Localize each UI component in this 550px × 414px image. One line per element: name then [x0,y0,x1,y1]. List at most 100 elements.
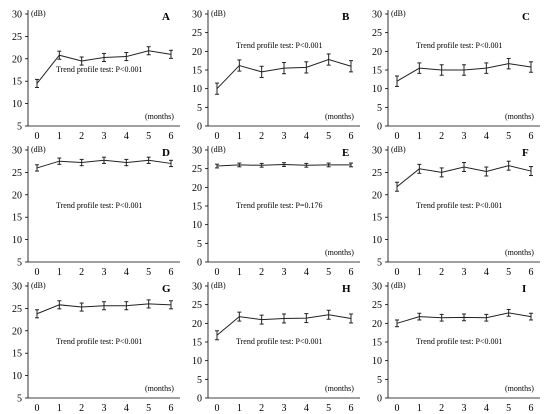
data-point [169,300,173,310]
data-point [169,159,173,168]
x-tick-label: 0 [395,131,400,142]
data-point [146,299,151,309]
data-point [215,82,219,95]
y-tick-label: 20 [192,183,202,194]
y-tick-label: 0 [197,394,202,405]
y-tick-label: 10 [372,356,382,367]
x-tick-label: 4 [484,403,489,414]
x-tick-label: 5 [326,131,331,142]
x-tick-label: 1 [237,267,242,278]
data-point [35,309,39,319]
x-tick-label: 0 [35,131,40,142]
y-tick-label: 20 [12,326,22,337]
x-tick-label: 1 [417,403,422,414]
x-tick-label: 6 [169,131,174,142]
y-tick-label: 5 [17,394,22,405]
data-point [282,162,286,167]
y-tick-label: 10 [372,84,382,95]
y-tick-label: 10 [12,371,22,382]
data-point [169,49,173,59]
panel-label: E [342,147,349,159]
x-tick-label: 1 [237,403,242,414]
data-point [146,46,151,56]
data-point [215,163,219,169]
data-point [146,156,151,164]
data-point [282,313,286,324]
data-point [417,62,422,74]
data-point [326,309,331,320]
y-tick-label: 5 [197,103,202,114]
data-point [304,61,309,74]
unit-label: (dB) [211,281,226,290]
y-tick-label: 15 [192,202,202,213]
x-tick-label: 3 [462,267,467,278]
panel-label: F [522,147,529,159]
panel-label: I [522,283,526,295]
data-point [484,166,489,177]
data-point [304,162,309,168]
unit-label: (dB) [391,9,406,18]
x-tick-label: 4 [304,267,309,278]
x-axis-label: (months) [505,384,534,393]
y-tick-label: 25 [372,168,382,179]
x-tick-label: 2 [259,131,264,142]
unit-label: (dB) [391,145,406,154]
x-tick-label: 6 [169,403,174,414]
y-tick-label: 5 [377,258,382,269]
data-point [259,162,264,168]
x-axis-label: (months) [505,112,534,121]
x-tick-label: 4 [124,131,129,142]
data-point [462,64,466,76]
y-tick-label: 10 [12,235,22,246]
unit-label: (dB) [211,9,226,18]
panel-label: B [342,11,350,23]
data-point [439,167,444,178]
data-point [506,57,511,70]
data-point [237,162,242,168]
y-tick-label: 20 [192,319,202,330]
x-tick-label: 3 [282,267,287,278]
y-tick-label: 15 [192,338,202,349]
x-tick-label: 5 [506,267,511,278]
x-tick-label: 2 [79,131,84,142]
y-tick-label: 25 [12,32,22,43]
panel-label: H [342,283,351,295]
unit-label: (dB) [31,281,46,290]
x-tick-label: 0 [215,131,220,142]
x-tick-label: 0 [35,267,40,278]
data-point [237,59,242,72]
data-point [102,301,106,311]
x-tick-label: 3 [282,403,287,414]
x-tick-label: 4 [484,131,489,142]
x-tick-label: 3 [462,403,467,414]
x-tick-label: 6 [349,131,354,142]
y-tick-label: 20 [372,319,382,330]
y-tick-label: 10 [12,99,22,110]
y-tick-label: 0 [377,394,382,405]
trend-annotation: Trend profile test: P<0.001 [236,337,322,346]
y-tick-label: 5 [197,375,202,386]
data-point [484,313,489,322]
data-point [395,181,399,192]
y-tick-label: 20 [12,54,22,65]
data-point [484,62,489,74]
x-tick-label: 5 [506,131,511,142]
panel-b: 0 5 10 15 20 25 30 0 1 2 3 4 5 6 (dB) B (months) Trend pr… [192,9,360,142]
y-tick-label: 30 [192,282,202,293]
data-point [57,300,62,310]
unit-label: (dB) [31,9,46,18]
y-tick-label: 15 [12,349,22,360]
y-tick-label: 10 [192,220,202,231]
data-point [326,162,331,168]
y-tick-label: 15 [12,213,22,224]
panel-label: C [522,11,530,23]
y-tick-label: 30 [372,146,382,157]
y-tick-label: 30 [12,282,22,293]
x-tick-label: 5 [146,267,151,278]
y-tick-label: 15 [372,66,382,77]
panel-c: 0 5 10 15 20 25 30 0 1 2 3 4 5 6 (dB) C (months) Trend pr… [372,9,540,142]
data-point [349,60,353,73]
x-tick-label: 4 [304,403,309,414]
x-axis-label: (months) [325,384,354,393]
data-point [215,330,219,341]
